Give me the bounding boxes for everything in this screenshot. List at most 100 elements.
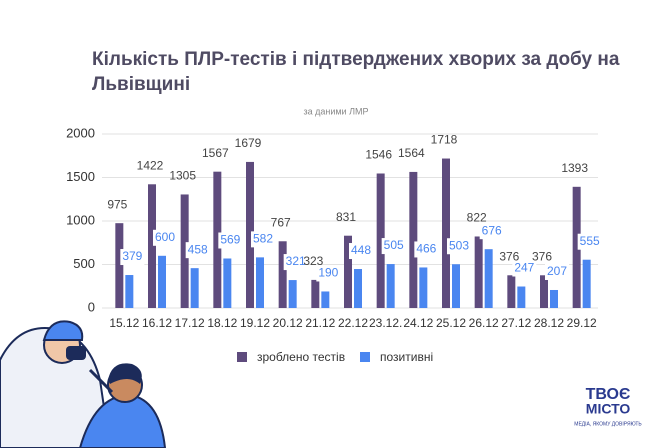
value-label: 323 xyxy=(303,254,323,268)
bar xyxy=(180,194,189,308)
bar xyxy=(517,286,526,308)
value-label: 503 xyxy=(449,238,469,252)
bar xyxy=(409,171,418,308)
illustration xyxy=(0,320,167,448)
bar xyxy=(474,236,483,308)
bar xyxy=(354,269,362,308)
value-label: 569 xyxy=(220,233,240,247)
chart-subtitle: за даними ЛМР xyxy=(303,106,368,116)
value-label: 1718 xyxy=(431,133,458,147)
value-label: 555 xyxy=(580,234,600,248)
legend-swatch xyxy=(360,352,370,362)
label-bg xyxy=(316,265,341,282)
x-tick-label: 15.12 xyxy=(109,316,139,330)
bar xyxy=(278,241,287,308)
x-tick-label: 21.12 xyxy=(305,316,335,330)
legend-swatch xyxy=(237,352,247,362)
logo: ТВОЄ МІСТО МЕДІА, ЯКОМУ ДОВІРЯЮТЬ xyxy=(574,386,642,427)
x-tick-label: 20.12 xyxy=(273,316,303,330)
value-label: 321 xyxy=(286,254,306,268)
value-label: 1564 xyxy=(398,146,425,160)
value-label: 1546 xyxy=(365,148,392,162)
bar xyxy=(148,184,156,308)
label-bg xyxy=(447,238,471,255)
bar xyxy=(344,235,352,308)
value-label: 600 xyxy=(155,230,175,244)
value-label: 448 xyxy=(351,243,371,257)
x-tick-label: 28.12 xyxy=(534,316,564,330)
bar xyxy=(376,173,385,308)
label-bg xyxy=(283,254,308,271)
label-bg xyxy=(381,238,406,255)
label-bg xyxy=(349,243,373,260)
x-tick-label: 25.12 xyxy=(436,316,466,330)
value-label: 1305 xyxy=(169,169,196,183)
x-tick-label: 19.12 xyxy=(240,316,270,330)
bar xyxy=(572,186,581,308)
bar xyxy=(452,264,460,308)
label-bg xyxy=(512,260,537,277)
value-label: 676 xyxy=(482,223,502,237)
x-tick-label: 17.12 xyxy=(175,316,205,330)
value-label: 1422 xyxy=(137,158,164,172)
value-label: 207 xyxy=(547,264,567,278)
label-bg xyxy=(185,242,210,259)
bar xyxy=(223,258,232,308)
logo-tagline: МЕДІА, ЯКОМУ ДОВІРЯЮТЬ xyxy=(574,421,642,427)
bar xyxy=(484,249,493,308)
bar xyxy=(311,279,320,308)
bar xyxy=(321,291,330,308)
y-tick-label: 1500 xyxy=(66,169,95,184)
bar xyxy=(507,275,516,308)
x-tick-label: 24.12 xyxy=(403,316,433,330)
legend-label: зроблено тестів xyxy=(257,350,345,364)
x-tick-label: 22.12 xyxy=(338,316,368,330)
value-label: 1679 xyxy=(235,136,262,150)
y-tick-label: 0 xyxy=(88,299,95,314)
bar xyxy=(442,158,450,308)
logo-text: МІСТО xyxy=(586,401,631,417)
value-label: 458 xyxy=(188,242,208,256)
x-tick-label: 23.12. xyxy=(369,316,402,330)
bar xyxy=(540,275,548,308)
value-label: 466 xyxy=(416,242,436,256)
chart-title: Кількість ПЛР-тестів і підтверджених хво… xyxy=(92,49,620,95)
legend-label: позитивні xyxy=(380,350,433,364)
bar xyxy=(550,289,558,308)
label-bg xyxy=(218,232,243,249)
bar xyxy=(190,268,199,308)
value-label: 582 xyxy=(253,232,273,246)
value-label: 190 xyxy=(318,266,338,280)
value-label: 831 xyxy=(336,210,356,224)
bar xyxy=(115,223,124,308)
value-label: 505 xyxy=(384,238,404,252)
value-label: 1567 xyxy=(202,146,229,160)
bar xyxy=(582,259,591,308)
x-tick-label: 27.12 xyxy=(501,316,531,330)
value-label: 247 xyxy=(514,261,534,275)
value-label: 767 xyxy=(271,215,291,229)
bar xyxy=(288,280,297,308)
label-bg xyxy=(120,249,145,266)
x-tick-label: 16.12 xyxy=(142,316,172,330)
bar xyxy=(158,255,166,308)
value-label: 376 xyxy=(499,249,519,263)
logo-text: ТВОЄ xyxy=(586,386,631,403)
label-bg xyxy=(153,229,177,246)
x-tick-label: 18.12 xyxy=(207,316,237,330)
label-bg xyxy=(479,223,504,240)
value-label: 1393 xyxy=(561,161,588,175)
bar xyxy=(256,257,264,308)
y-tick-label: 1000 xyxy=(66,212,95,227)
bar xyxy=(419,267,428,308)
y-tick-label: 2000 xyxy=(66,125,95,140)
bar xyxy=(213,171,222,308)
value-label: 822 xyxy=(467,211,487,225)
value-label: 376 xyxy=(532,249,552,263)
label-bg xyxy=(577,233,602,250)
value-label: 379 xyxy=(122,249,142,263)
bar xyxy=(125,275,134,308)
bar xyxy=(246,161,254,308)
y-tick-label: 500 xyxy=(73,256,95,271)
